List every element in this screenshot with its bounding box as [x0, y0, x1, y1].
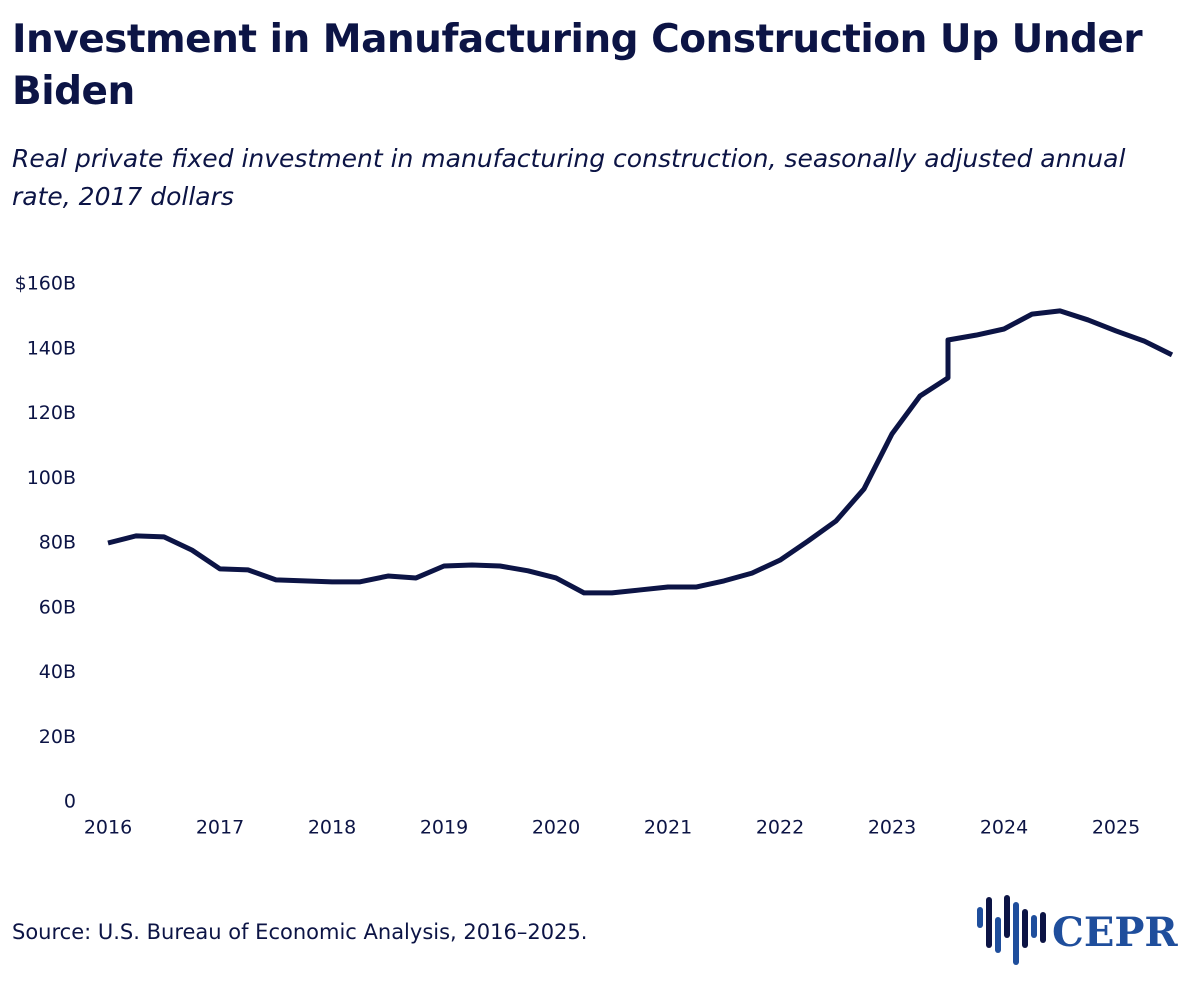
x-tick-label: 2021 — [644, 817, 692, 839]
chart-title: Investment in Manufacturing Construction… — [12, 17, 1143, 114]
x-tick-label: 2016 — [84, 817, 132, 839]
y-tick-label: 140B — [27, 337, 76, 359]
y-tick-label: 40B — [39, 661, 76, 683]
data-line — [107, 308, 1174, 596]
x-tick-label: 2019 — [420, 817, 468, 839]
x-tick-label: 2017 — [196, 817, 244, 839]
x-tick-label: 2023 — [868, 817, 916, 839]
x-tick-label: 2020 — [532, 817, 580, 839]
source-note: Source: U.S. Bureau of Economic Analysis… — [12, 920, 588, 944]
y-tick-label: 120B — [27, 402, 76, 424]
y-tick-label: 20B — [39, 726, 76, 748]
x-tick-label: 2025 — [1092, 817, 1140, 839]
x-tick-label: 2022 — [756, 817, 804, 839]
y-tick-label: 0 — [64, 791, 76, 813]
logo-text: CEPR — [1052, 909, 1178, 956]
chart-subtitle: Real private fixed investment in manufac… — [12, 144, 1126, 211]
x-tick-label: 2024 — [980, 817, 1028, 839]
y-tick-label: 100B — [27, 467, 76, 489]
y-tick-label: 80B — [39, 532, 76, 554]
y-tick-label: $160B — [15, 273, 76, 295]
x-tick-label: 2018 — [308, 817, 356, 839]
y-tick-label: 60B — [39, 596, 76, 618]
logo-icon — [977, 895, 1046, 965]
